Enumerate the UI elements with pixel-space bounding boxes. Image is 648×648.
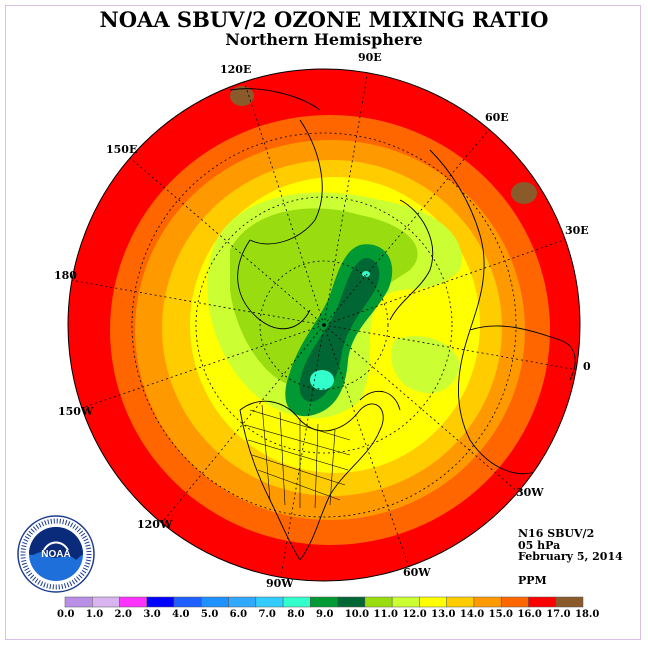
colorbar-swatch bbox=[419, 596, 447, 608]
lon-label: 90W bbox=[266, 577, 294, 590]
colorbar-tick-label: 9.0 bbox=[316, 609, 334, 620]
colorbar-tick-label: 17.0 bbox=[546, 609, 571, 620]
noaa-logo: NOAA bbox=[17, 515, 95, 593]
colorbar-tick-label: 4.0 bbox=[172, 609, 190, 620]
colorbar-tick-label: 1.0 bbox=[85, 609, 104, 620]
colorbar-tick-label: 11.0 bbox=[373, 609, 398, 620]
colorbar-tick-label: 13.0 bbox=[431, 609, 456, 620]
units-label: PPM bbox=[518, 574, 547, 587]
colorbar-swatch bbox=[446, 596, 475, 608]
colorbar-tick-label: 7.0 bbox=[258, 609, 276, 620]
colorbar-swatch bbox=[473, 596, 502, 608]
colorbar-tick-label: 5.0 bbox=[200, 609, 219, 620]
colorbar-tick-label: 10.0 bbox=[344, 609, 370, 620]
colorbar-tick-label: 6.0 bbox=[229, 609, 248, 620]
colorbar-swatch bbox=[64, 596, 93, 608]
lon-label: 180 bbox=[54, 269, 77, 282]
lon-label: 60E bbox=[485, 111, 509, 124]
logo-text: NOAA bbox=[41, 549, 70, 560]
colorbar-tick-label: 16.0 bbox=[517, 609, 542, 620]
lon-label: 0 bbox=[583, 360, 591, 373]
colorbar-swatch bbox=[364, 596, 393, 608]
colorbar-swatch bbox=[555, 596, 584, 608]
colorbar-swatch bbox=[92, 596, 120, 608]
colorbar-swatch bbox=[337, 596, 366, 608]
colorbar-swatch bbox=[528, 596, 556, 608]
colorbar-tick-label: 14.0 bbox=[459, 609, 485, 620]
colorbar-tick-label: 18.0 bbox=[575, 609, 600, 620]
map-frame bbox=[5, 5, 641, 640]
colorbar-swatch bbox=[391, 596, 420, 608]
colorbar-swatch bbox=[282, 596, 311, 608]
colorbar-tick-label: 8.0 bbox=[287, 609, 305, 620]
page-subtitle: Northern Hemisphere bbox=[225, 30, 423, 49]
colorbar bbox=[64, 596, 584, 608]
lon-label: 30E bbox=[565, 224, 589, 237]
page-title: NOAA SBUV/2 OZONE MIXING RATIO bbox=[99, 7, 549, 32]
lon-label: 60W bbox=[403, 566, 431, 579]
level-label: 05 hPa bbox=[518, 539, 561, 552]
graticule bbox=[69, 69, 579, 581]
colorbar-swatch bbox=[201, 596, 229, 608]
colorbar-swatch bbox=[500, 596, 529, 608]
colorbar-tick-label: 0.0 bbox=[57, 609, 75, 620]
map-border bbox=[67, 68, 581, 582]
colorbar-swatch bbox=[146, 596, 175, 608]
colorbar-swatch bbox=[310, 596, 338, 608]
lon-label: 150E bbox=[106, 143, 138, 156]
colorbar-tick-label: 2.0 bbox=[114, 609, 132, 620]
colorbar-swatch bbox=[119, 596, 148, 608]
instrument-label: N16 SBUV/2 bbox=[518, 527, 595, 540]
date-label: February 5, 2014 bbox=[518, 550, 623, 563]
colorbar-tick-label: 12.0 bbox=[402, 609, 427, 620]
lon-label: 150W bbox=[58, 405, 94, 418]
colorbar-tick-label: 15.0 bbox=[488, 609, 514, 620]
lon-label: 90E bbox=[358, 51, 382, 64]
lon-label: 120W bbox=[137, 518, 173, 531]
colorbar-swatch bbox=[228, 596, 257, 608]
colorbar-tick-label: 3.0 bbox=[143, 609, 161, 620]
colorbar-swatch bbox=[173, 596, 202, 608]
colorbar-swatch bbox=[255, 596, 284, 608]
ozone-field bbox=[68, 69, 580, 581]
lon-label: 120E bbox=[220, 63, 252, 76]
lon-label: 30W bbox=[516, 486, 544, 499]
